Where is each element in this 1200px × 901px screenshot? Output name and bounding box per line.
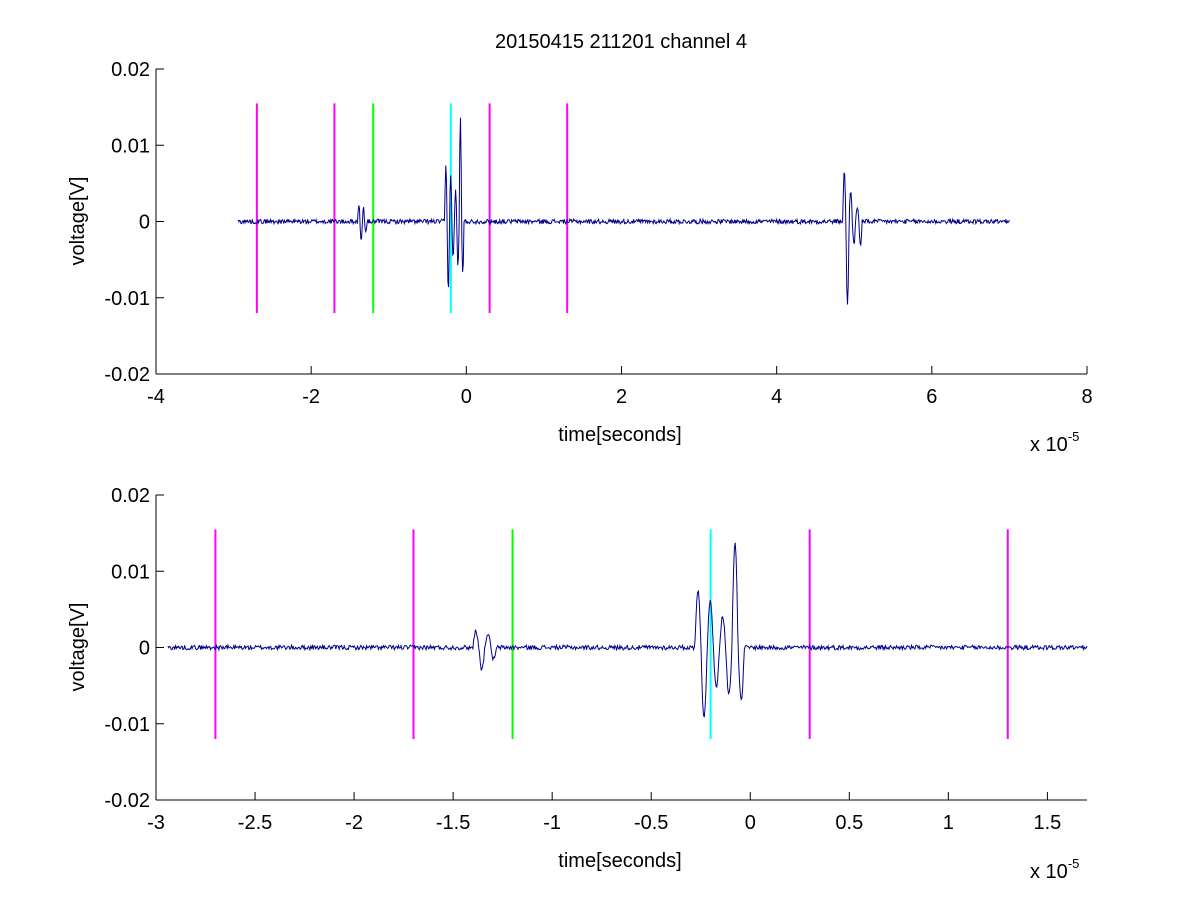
chart-title: 20150415 211201 channel 4: [495, 31, 747, 53]
bottom-y-tick-label: -0.02: [104, 790, 150, 812]
bottom-y-tick-label: 0: [139, 638, 150, 660]
top-x-tick-label: -4: [147, 386, 165, 408]
top-x-label: time[seconds]: [558, 424, 681, 446]
bottom-plot: -3 -2.5 -2 -1.5 -1 -0.5 0 0.5 1 1.5 -0.02 -0.01 0 0.0…: [67, 485, 1088, 883]
bottom-x-tick-label: 0: [745, 812, 756, 834]
bottom-x-multiplier: x 10-5: [1030, 856, 1079, 883]
bottom-ticks: -3 -2.5 -2 -1.5 -1 -0.5 0 0.5 1 1.5 -0.02 -0.01 0 0.0…: [104, 485, 1061, 834]
bottom-x-tick-label: 1.5: [1033, 812, 1061, 834]
top-plot: -4 -2 0 2 4 6 8 -0.02 -0.01 0 0.01 0.02 time[second…: [67, 59, 1093, 456]
top-x-tick-label: 8: [1081, 386, 1092, 408]
top-x-tick-label: 4: [771, 386, 782, 408]
bottom-x-label: time[seconds]: [558, 850, 681, 872]
bottom-x-tick-label: 0.5: [835, 812, 863, 834]
bottom-markers: [214, 529, 1009, 739]
top-y-tick-label: 0.02: [111, 59, 150, 81]
bottom-y-tick-label: 0.01: [111, 561, 150, 583]
bottom-x-multiplier-exponent: -5: [1068, 856, 1080, 871]
bottom-x-tick-label: -3: [147, 812, 165, 834]
top-x-multiplier: x 10-5: [1030, 429, 1079, 456]
top-x-multiplier-base: x 10: [1030, 434, 1068, 456]
bottom-x-tick-label: -2: [345, 812, 363, 834]
top-x-tick-label: 6: [926, 386, 937, 408]
top-y-label: voltage[V]: [67, 177, 89, 266]
bottom-x-tick-label: -0.5: [634, 812, 668, 834]
top-markers: [255, 103, 569, 313]
top-signal: [237, 117, 1010, 305]
bottom-x-tick-label: 1: [943, 812, 954, 834]
top-x-tick-label: 0: [461, 386, 472, 408]
bottom-x-tick-label: -1: [543, 812, 561, 834]
top-x-tick-label: 2: [616, 386, 627, 408]
bottom-y-tick-label: -0.01: [104, 714, 150, 736]
bottom-x-multiplier-base: x 10: [1030, 861, 1068, 883]
top-y-tick-label: -0.01: [104, 288, 150, 310]
top-signal-line: [237, 117, 1010, 305]
top-ticks: -4 -2 0 2 4 6 8 -0.02 -0.01 0 0.01 0.02: [104, 59, 1092, 408]
top-y-tick-label: 0.01: [111, 135, 150, 157]
bottom-y-tick-label: 0.02: [111, 485, 150, 507]
bottom-signal: [167, 542, 1088, 718]
bottom-x-tick-label: -1.5: [436, 812, 470, 834]
top-y-tick-label: 0: [139, 212, 150, 234]
top-y-tick-label: -0.02: [104, 364, 150, 386]
bottom-x-tick-label: -2.5: [238, 812, 272, 834]
top-x-multiplier-exponent: -5: [1068, 429, 1080, 444]
bottom-y-label: voltage[V]: [67, 603, 89, 692]
top-x-tick-label: -2: [302, 386, 320, 408]
bottom-signal-line: [167, 542, 1088, 718]
